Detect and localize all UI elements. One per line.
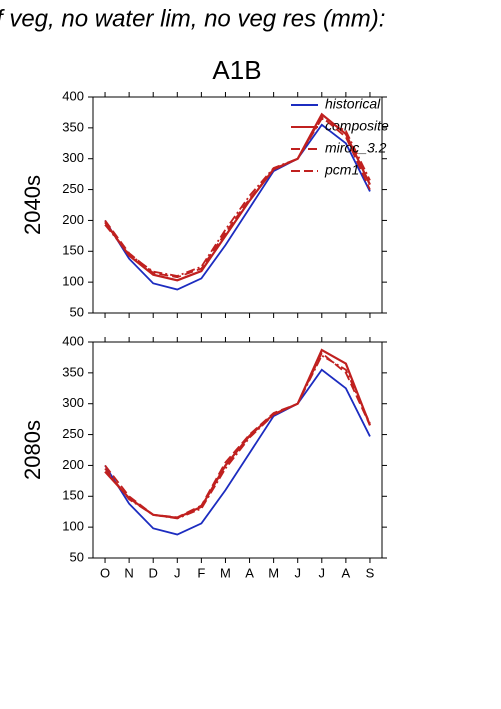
y-tick-label: 350 (62, 364, 84, 379)
legend-label: historical (325, 96, 381, 112)
y-tick-label: 400 (62, 88, 84, 103)
series-line (104, 368, 371, 536)
series-line (104, 112, 371, 282)
y-tick-label: 200 (62, 457, 84, 472)
series-line (104, 115, 371, 279)
plot-frame (92, 96, 383, 314)
y-tick-label: 300 (62, 150, 84, 165)
y-tick-label: 200 (62, 212, 84, 227)
x-tick-label: A (342, 565, 351, 580)
y-axis-label: 2040s (20, 175, 45, 235)
y-tick-label: 250 (62, 181, 84, 196)
x-tick-label: F (197, 565, 205, 580)
legend-label: miroc_3.2 (325, 140, 387, 156)
y-tick-label: 300 (62, 395, 84, 410)
legend-label: composite (325, 118, 389, 134)
x-tick-label: J (174, 565, 181, 580)
x-tick-label: N (124, 565, 133, 580)
y-tick-label: 50 (70, 304, 84, 319)
series-line (104, 123, 371, 291)
y-axis-label: 2080s (20, 420, 45, 480)
series-line (104, 348, 371, 520)
x-tick-label: A (245, 565, 254, 580)
x-tick-label: S (366, 565, 375, 580)
y-tick-label: 350 (62, 119, 84, 134)
y-tick-label: 50 (70, 549, 84, 564)
y-tick-label: 400 (62, 333, 84, 348)
x-tick-label: J (319, 565, 326, 580)
y-tick-label: 250 (62, 426, 84, 441)
scenario-title: A1B (212, 55, 261, 85)
x-tick-label: M (220, 565, 231, 580)
series-line (104, 117, 371, 277)
page-title: f veg, no water lim, no veg res (mm): (0, 5, 385, 32)
x-tick-label: D (149, 565, 158, 580)
y-tick-label: 100 (62, 274, 84, 289)
plot-frame (92, 341, 383, 559)
x-tick-label: O (100, 565, 110, 580)
x-tick-label: M (268, 565, 279, 580)
y-tick-label: 150 (62, 243, 84, 258)
x-tick-label: J (294, 565, 301, 580)
series-line (104, 354, 371, 520)
series-line (104, 351, 371, 519)
y-tick-label: 150 (62, 488, 84, 503)
legend-label: pcm1 (324, 162, 359, 178)
y-tick-label: 100 (62, 519, 84, 534)
